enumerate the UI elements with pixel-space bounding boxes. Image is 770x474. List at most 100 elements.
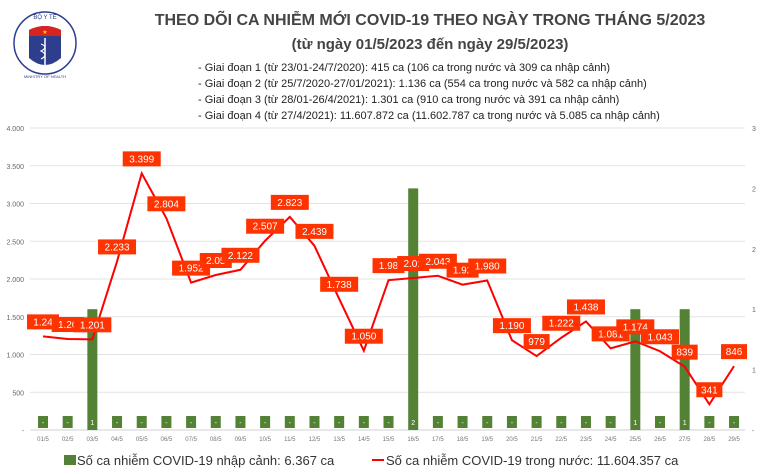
data-label-box [320,276,359,292]
y-right-tick-label: 1 [752,307,756,314]
x-tick-label: 08/5 [210,437,222,443]
bar-label: - [437,420,440,427]
y-left-tick-label: 500 [12,390,24,397]
bar-label: - [585,420,588,427]
bar-27/5 [679,309,690,430]
x-tick-label: 06/5 [161,437,173,443]
y-right-tick-label: 3 [752,126,756,133]
bar-label: - [659,420,662,427]
bar-label: - [289,420,292,427]
bar-label: - [42,420,45,427]
bar-26/5 [655,416,665,428]
data-label-19/5: 1.980 [475,262,500,273]
data-label-box [270,194,309,210]
y-right-tick-label: 2 [752,186,756,193]
bar-12/5 [309,416,320,428]
bar-24/5 [605,416,616,428]
data-label-20/5: 1.190 [499,321,524,332]
legend-swatch-bar [64,455,76,465]
bar-18/5 [457,416,468,428]
bar-label: - [215,420,218,427]
bar-label: 1 [633,420,637,427]
bar-04/5 [112,416,123,428]
data-label-box [27,314,59,330]
ministry-of-health-logo: ★ [13,11,77,75]
bar-label: - [363,420,366,427]
bar-28/5 [704,416,715,428]
data-label-12/5: 2.439 [302,227,327,238]
bar-22/5 [556,416,567,428]
y-left-tick-label: 1.500 [6,315,24,322]
logo-text-top: BỘ Y TẾ [33,14,56,21]
data-label-29/5: 846 [726,347,743,358]
bar-19/5 [482,416,493,428]
data-label-box [73,317,112,333]
data-label-box [671,344,698,360]
y-left-tick-label: - [22,428,25,435]
data-label-27/5: 839 [676,348,693,359]
x-tick-label: 25/5 [629,437,641,443]
svg-text:★: ★ [42,29,47,36]
bar-01/5 [38,416,48,428]
x-tick-label: 04/5 [111,437,123,443]
bar-29/5 [729,416,740,428]
data-label-box [721,344,748,360]
x-tick-label: 16/5 [407,437,419,443]
bar-label: - [116,420,119,427]
bar-label: - [486,420,489,427]
data-label-box [523,334,550,350]
x-tick-label: 09/5 [235,437,247,443]
y-left-tick-label: 2.000 [6,277,24,284]
x-tick-label: 20/5 [506,437,518,443]
bar-label: 2 [411,420,415,427]
note-1: - Giai đoạn 1 (từ 23/01-24/7/2020): 415 … [198,62,610,74]
legend: Số ca nhiễm COVID-19 nhập cảnh: 6.367 ca… [64,453,679,468]
data-label-17/5: 2.043 [425,257,450,268]
data-label-18/5: 1.92 [453,266,473,277]
bar-label: - [313,420,316,427]
bar-label: - [264,420,267,427]
x-tick-label: 12/5 [309,437,321,443]
bar-16/5 [408,188,419,430]
x-tick-label: 27/5 [679,437,691,443]
bar-10/5 [260,416,271,428]
bar-15/5 [383,416,394,428]
chart-title: THEO DÕI CA NHIỄM MỚI COVID-19 THEO NGÀY… [155,9,706,29]
x-tick-label: 24/5 [605,437,617,443]
data-label-box [468,258,507,274]
data-label-14/5: 1.050 [351,332,376,343]
data-label-06/5: 2.804 [154,199,179,210]
data-label-24/5: 1.081 [598,329,623,340]
y-left-tick-label: 2.500 [6,239,24,246]
data-label-box [492,318,531,334]
x-tick-label: 02/5 [62,437,74,443]
legend-line-label: Số ca nhiễm COVID-19 trong nước: 11.604.… [386,453,679,468]
y-left-tick-label: 1.000 [6,353,24,360]
data-label-26/5: 1.043 [647,332,672,343]
data-label-05/5: 3.399 [129,154,154,165]
x-tick-label: 11/5 [284,437,296,443]
data-label-box [98,239,137,255]
bar-03/5 [87,309,98,430]
x-tick-label: 15/5 [383,437,395,443]
data-label-box [221,247,260,263]
x-tick-label: 22/5 [555,437,567,443]
x-tick-label: 13/5 [333,437,345,443]
bar-label: - [239,420,242,427]
bar-label: - [733,420,736,427]
data-label-15/5: 1.98 [379,261,399,272]
x-tick-label: 07/5 [185,437,197,443]
y-right-tick-label: - [752,428,755,435]
data-label-28/5: 341 [701,385,718,396]
bar-label: - [338,420,341,427]
data-label-02/5: 1.20 [58,320,78,331]
x-tick-label: 21/5 [531,437,543,443]
data-label-11/5: 2.823 [277,198,302,209]
bar-label: - [461,420,464,427]
y-left-tick-label: 3.500 [6,164,24,171]
note-4: - Giai đoạn 4 (từ 27/4/2021): 11.607.872… [198,110,660,122]
x-tick-label: 29/5 [728,437,740,443]
data-label-01/5: 1.24 [33,317,53,328]
bar-label: - [141,420,144,427]
